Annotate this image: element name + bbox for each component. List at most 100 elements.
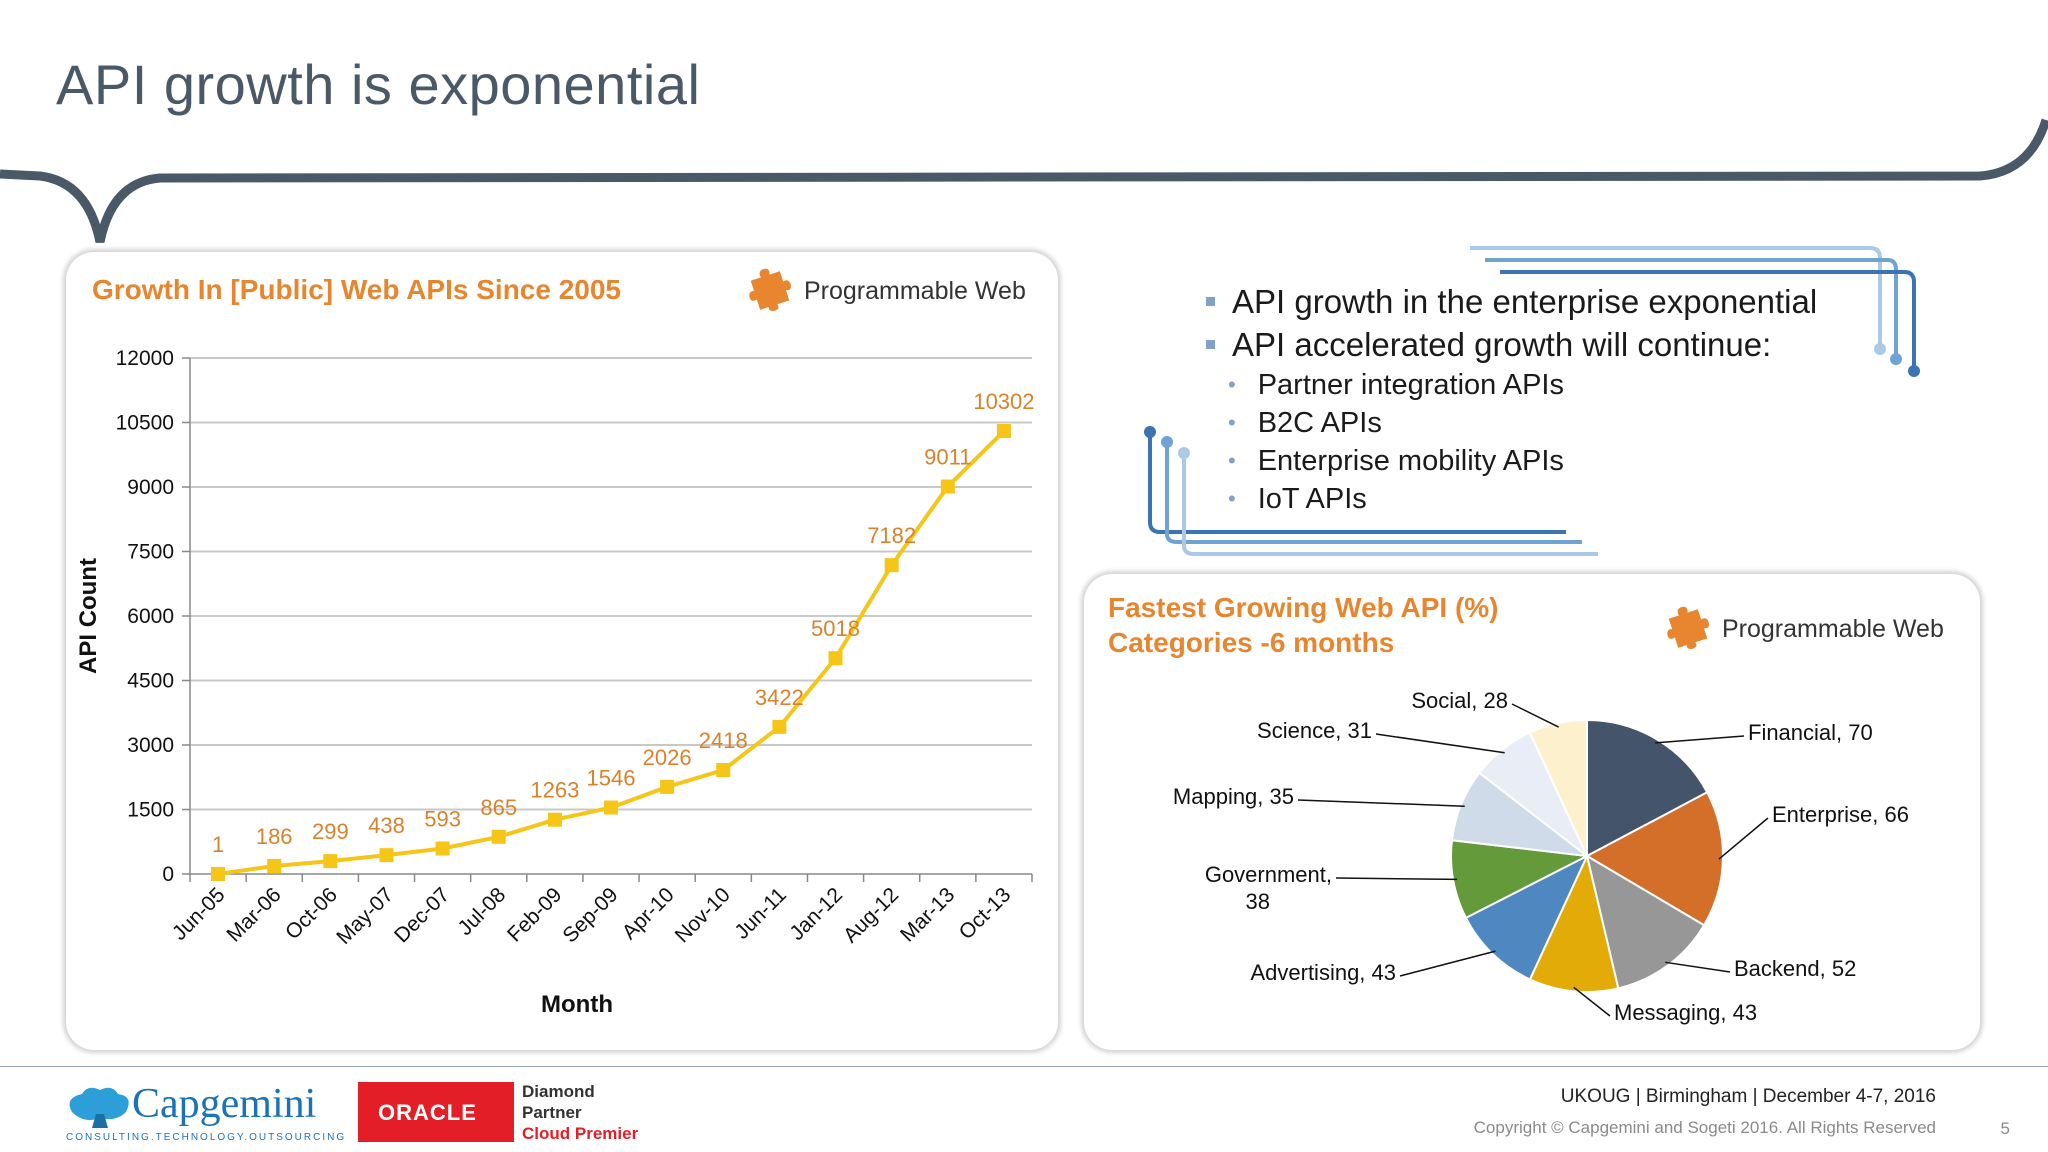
data-point — [211, 866, 226, 881]
data-point — [772, 719, 787, 734]
x-axis-title: Month — [541, 991, 613, 1018]
x-tick-label: Oct-13 — [955, 883, 1016, 944]
pie-slice — [1464, 853, 1590, 981]
data-point — [940, 479, 955, 494]
pie-slice — [1586, 718, 1709, 858]
data-label: 3422 — [755, 685, 804, 710]
data-point — [547, 812, 562, 827]
page-number: 5 — [2000, 1119, 2010, 1138]
x-tick-label: Jul-08 — [454, 883, 511, 940]
data-label: 5018 — [811, 616, 860, 641]
oracle-partner-cloud: Cloud Premier — [522, 1124, 639, 1143]
oracle-partner-level: Diamond — [522, 1082, 595, 1101]
pie-slice — [1528, 852, 1620, 993]
square-bullet-icon — [1206, 340, 1215, 349]
x-tick-label: Dec-07 — [390, 883, 454, 947]
data-label: 2026 — [643, 745, 692, 770]
slice-label: Enterprise, 66 — [1772, 802, 1909, 827]
square-bullet-icon — [1206, 297, 1215, 306]
leader-line — [1665, 961, 1731, 973]
y-tick-label: 3000 — [127, 734, 174, 757]
data-point — [660, 779, 675, 794]
x-tick-label: Apr-10 — [618, 883, 679, 944]
pie-slice — [1584, 790, 1724, 927]
sub-bullet-item: • IoT APIs — [1228, 482, 1367, 515]
x-tick-label: Feb-09 — [503, 883, 566, 946]
dot-bullet-icon: • — [1228, 410, 1236, 435]
pie-chart-source: Programmable Web — [1666, 604, 1944, 654]
capgemini-logo: Capgemini CONSULTING.TECHNOLOGY.OUTSOURC… — [64, 1080, 344, 1146]
sub-bullet-item: • Enterprise mobility APIs — [1228, 444, 1564, 477]
y-tick-label: 4500 — [127, 670, 174, 693]
data-label: 593 — [424, 807, 461, 832]
line-chart: 0 1500 3000 4500 6000 7500 9000 10500 12000 Jun-0… — [75, 347, 1035, 1018]
dot-bullet-icon: • — [1228, 486, 1236, 511]
slice-label: Mapping, 35 — [1173, 784, 1294, 809]
pie-chart-title-line2: Categories -6 months — [1108, 627, 1395, 658]
x-tick-label: Aug-12 — [839, 883, 903, 947]
slice-label: 38 — [1246, 889, 1270, 914]
data-point — [716, 763, 731, 778]
slide-title: API growth is exponential — [56, 53, 701, 116]
data-label: 1263 — [530, 778, 579, 803]
y-tick-label: 6000 — [127, 605, 174, 628]
dot-bullet-icon: • — [1228, 448, 1236, 473]
capgemini-logo-text: Capgemini — [132, 1081, 317, 1127]
x-tick-label: Oct-06 — [281, 883, 342, 944]
x-tick-label: Jun-05 — [168, 883, 230, 945]
data-point — [491, 829, 506, 844]
bullet-item: API accelerated growth will continue: — [1200, 323, 1817, 366]
x-tick-label: Sep-09 — [558, 883, 622, 947]
bullet-decoration-lines — [1144, 246, 1920, 556]
data-point — [435, 841, 450, 856]
slice-label: Social, 28 — [1411, 688, 1508, 713]
x-tick-label: Mar-13 — [896, 883, 959, 946]
pie-chart: Financial, 70 Enterprise, 66 Backend, 52 Me… — [1173, 688, 1909, 1025]
pie-slice — [1528, 718, 1588, 857]
pie-chart-title-line1: Fastest Growing Web API (%) — [1108, 592, 1499, 623]
data-point — [267, 859, 282, 874]
bullet-list: API growth in the enterprise exponential… — [1200, 280, 1817, 518]
data-label: 10302 — [973, 389, 1034, 414]
y-tick-label: 10500 — [116, 412, 174, 435]
line-chart-source: Programmable Web — [748, 266, 1026, 316]
data-point — [884, 558, 899, 573]
leader-line — [1718, 817, 1769, 860]
leader-line — [1297, 799, 1465, 807]
leader-line — [1573, 986, 1611, 1017]
pie-chart-title: Fastest Growing Web API (%) Categories -… — [1108, 590, 1498, 660]
y-tick-label: 9000 — [127, 476, 174, 499]
line-chart-source-label: Programmable Web — [804, 276, 1026, 305]
data-label: 438 — [368, 813, 405, 838]
slice-label: Messaging, 43 — [1614, 1000, 1757, 1025]
data-label: 865 — [480, 795, 517, 820]
pie-chart-source-label: Programmable Web — [1722, 614, 1944, 643]
data-point — [323, 854, 338, 869]
slice-label: Government, — [1205, 862, 1332, 887]
dot-bullet-icon: • — [1228, 372, 1236, 397]
y-axis-title: API Count — [75, 558, 102, 674]
oracle-partner-type: Partner — [522, 1103, 582, 1122]
data-label: 2418 — [699, 728, 748, 753]
y-tick-label: 12000 — [116, 347, 174, 370]
slice-label: Science, 31 — [1257, 718, 1372, 743]
bullet-item: API growth in the enterprise exponential — [1200, 280, 1817, 323]
leader-line — [1399, 950, 1496, 977]
event-info: UKOUG | Birmingham | December 4-7, 2016 — [1560, 1086, 1936, 1107]
sub-bullet-item: • Partner integration APIs — [1228, 368, 1564, 401]
footer-divider — [0, 1066, 2048, 1067]
spade-icon — [69, 1087, 129, 1128]
line-chart-card: Growth In [Public] Web APIs Since 2005 P… — [66, 252, 1058, 1050]
data-point — [996, 424, 1011, 439]
data-point — [604, 800, 618, 815]
y-tick-label: 7500 — [127, 541, 174, 564]
data-label: 1 — [212, 832, 224, 857]
data-point — [828, 651, 843, 666]
slice-label: Financial, 70 — [1748, 720, 1873, 745]
y-tick-label: 1500 — [127, 799, 174, 822]
oracle-logo-box: ORACLE — [358, 1082, 514, 1142]
line-chart-title: Growth In [Public] Web APIs Since 2005 — [92, 274, 622, 305]
capgemini-tagline: CONSULTING.TECHNOLOGY.OUTSOURCING — [66, 1132, 347, 1143]
data-label: 7182 — [867, 523, 916, 548]
y-tick-label: 0 — [162, 863, 174, 886]
